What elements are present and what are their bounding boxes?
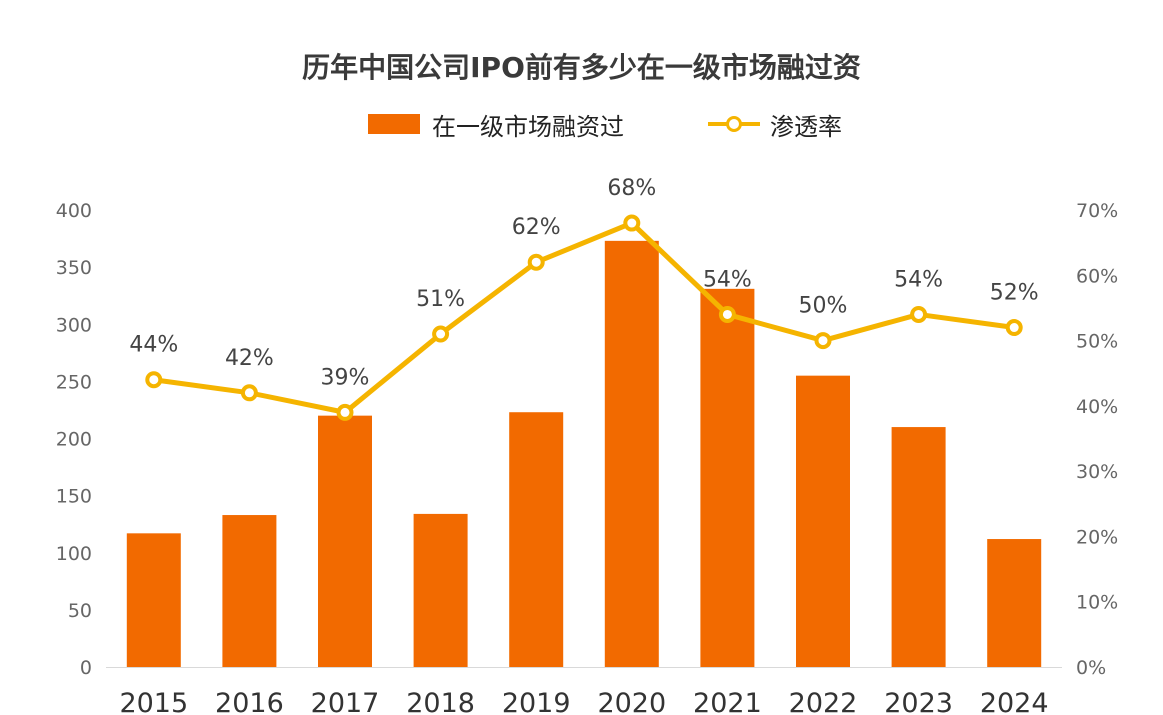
x-tick-label: 2017: [311, 688, 380, 715]
x-tick-label: 2024: [980, 688, 1049, 715]
y-left-tick-label: 300: [56, 314, 92, 336]
y-left-tick-label: 200: [56, 429, 92, 451]
y-left-tick-label: 100: [56, 543, 92, 565]
y-right-tick-label: 10%: [1076, 592, 1118, 614]
y-right-tick-label: 40%: [1076, 396, 1118, 418]
y-left-tick-label: 50: [68, 600, 92, 622]
data-label: 44%: [129, 333, 178, 358]
data-label: 54%: [703, 267, 752, 292]
x-tick-label: 2023: [884, 688, 953, 715]
bar: [604, 240, 659, 667]
line-point: [145, 371, 163, 389]
line-point: [814, 332, 832, 350]
data-label: 42%: [225, 346, 274, 371]
bar: [700, 288, 755, 667]
y-left-tick-label: 150: [56, 486, 92, 508]
x-tick-label: 2021: [693, 688, 762, 715]
line-point: [336, 403, 354, 421]
line-point: [1005, 319, 1023, 337]
line-point: [910, 305, 928, 323]
y-right-tick-label: 20%: [1076, 526, 1118, 548]
line-point: [718, 305, 736, 323]
data-label: 62%: [512, 215, 561, 240]
legend-item-bar-series: 在一级市场融资过: [368, 106, 624, 142]
y-right-tick-label: 0%: [1076, 657, 1106, 679]
data-label: 51%: [416, 287, 465, 312]
y-left-tick-label: 400: [56, 200, 92, 222]
y-left-tick-label: 0: [80, 657, 92, 679]
data-label: 68%: [607, 176, 656, 201]
line-point: [432, 325, 450, 343]
x-tick-label: 2015: [119, 688, 188, 715]
bar: [509, 412, 564, 667]
y-right-tick-label: 70%: [1076, 200, 1118, 222]
bar: [318, 415, 372, 667]
legend-bar-swatch: [368, 114, 420, 134]
chart-title: 历年中国公司IPO前有多少在一级市场融过资: [302, 51, 861, 84]
data-label: 54%: [894, 267, 943, 292]
bar: [987, 539, 1042, 667]
bar: [413, 513, 468, 667]
bar: [222, 515, 277, 667]
y-right-tick-label: 50%: [1076, 331, 1118, 353]
line-point: [623, 214, 641, 232]
legend-line-swatch: [708, 114, 760, 134]
data-label: 52%: [990, 281, 1039, 306]
y-right-tick-label: 30%: [1076, 461, 1118, 483]
bar: [796, 375, 850, 667]
data-label: 50%: [799, 294, 848, 319]
y-left-tick-label: 350: [56, 257, 92, 279]
x-tick-label: 2022: [789, 688, 858, 715]
x-tick-label: 2016: [215, 688, 284, 715]
bar: [891, 427, 946, 667]
data-label: 39%: [321, 365, 370, 390]
y-right-tick-label: 60%: [1076, 265, 1118, 287]
bar: [126, 533, 181, 667]
y-left-tick-label: 250: [56, 371, 92, 393]
line-point: [527, 253, 545, 271]
line-point: [240, 384, 258, 402]
legend-bar-label: 在一级市场融资过: [432, 112, 624, 141]
legend: 在一级市场融资过 渗透率: [0, 106, 1163, 142]
x-tick-label: 2019: [502, 688, 571, 715]
series-line: [153, 220, 1015, 415]
x-tick-label: 2018: [406, 688, 475, 715]
legend-line-label: 渗透率: [770, 112, 842, 141]
x-tick-label: 2020: [597, 688, 666, 715]
legend-item-line-series: 渗透率: [708, 106, 842, 142]
